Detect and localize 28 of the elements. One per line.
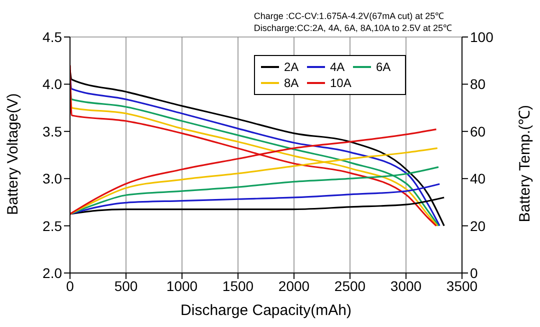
legend-label: 6A: [376, 60, 391, 74]
y2-tick-label: 40: [470, 170, 486, 187]
y-tick-label: 2.5: [42, 218, 62, 234]
y-tick-label: 3.0: [42, 170, 62, 187]
x-tick-label: 2000: [278, 278, 310, 294]
legend-label: 10A: [330, 76, 352, 90]
legend-label: 2A: [284, 60, 299, 74]
x-tick-label: 1500: [222, 278, 254, 294]
x-tick-label: 0: [66, 278, 74, 294]
y2-tick-label: 20: [470, 218, 486, 234]
x-axis-title: Discharge Capacity(mAh): [180, 302, 352, 319]
x-tick-label: 2500: [334, 278, 366, 294]
y-tick-label: 4.5: [42, 28, 62, 45]
text: Discharge:CC:2A, 4A, 6A, 8A,10A to 2.5V at 25℃: [254, 22, 452, 34]
y-axis-title: Battery Voltage(V): [4, 93, 22, 215]
y2-tick-label: 60: [470, 123, 486, 140]
y2-axis-title: Battery Temp.(℃): [516, 105, 534, 222]
y-tick-label: 2.0: [42, 264, 62, 281]
text: Charge :CC-CV:1.675A-4.2V(67mA cut) at 25℃: [254, 10, 446, 22]
x-tick-label: 500: [114, 278, 138, 294]
legend-label: 8A: [284, 76, 299, 90]
y-tick-label: 4.0: [42, 76, 62, 92]
x-tick-label: 1000: [166, 278, 198, 294]
y2-tick-label: 80: [470, 76, 486, 92]
x-tick-label: 3000: [390, 278, 422, 294]
y2-tick-label: 100: [470, 28, 494, 45]
y-tick-label: 3.5: [42, 123, 62, 140]
legend-label: 4A: [330, 60, 345, 74]
